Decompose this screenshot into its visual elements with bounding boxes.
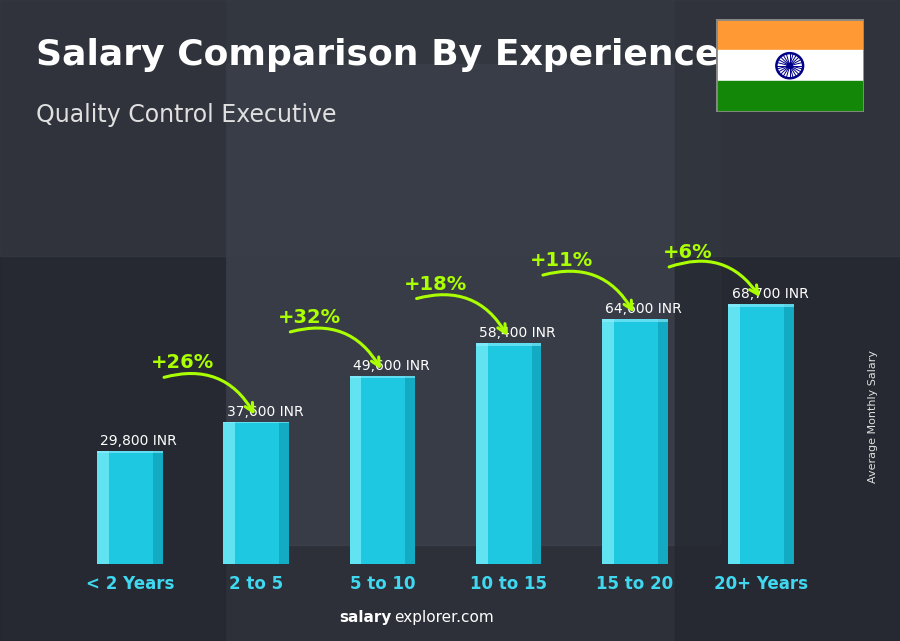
Bar — [728, 304, 794, 564]
Bar — [0, 0, 900, 256]
Bar — [532, 343, 542, 564]
Text: Quality Control Executive: Quality Control Executive — [36, 103, 337, 126]
Bar — [602, 319, 614, 564]
Text: salary: salary — [339, 610, 392, 625]
Bar — [716, 19, 864, 50]
Bar — [476, 343, 542, 345]
Text: +6%: +6% — [663, 243, 713, 262]
Bar — [405, 376, 415, 564]
Text: +11%: +11% — [530, 251, 593, 270]
Circle shape — [787, 63, 793, 68]
Bar — [784, 304, 794, 564]
Bar — [349, 376, 361, 564]
Text: +18%: +18% — [404, 274, 467, 294]
Bar — [97, 451, 163, 453]
Bar — [225, 64, 720, 545]
Bar — [349, 376, 415, 564]
Bar — [0, 0, 225, 641]
Bar — [728, 304, 794, 307]
Bar — [602, 319, 668, 322]
Text: 37,600 INR: 37,600 INR — [227, 404, 303, 419]
Bar — [223, 422, 235, 564]
Text: Salary Comparison By Experience: Salary Comparison By Experience — [36, 38, 719, 72]
Bar — [716, 81, 864, 112]
Bar — [97, 451, 163, 564]
Text: +32%: +32% — [277, 308, 341, 327]
Text: 64,600 INR: 64,600 INR — [606, 303, 682, 317]
Bar — [223, 422, 289, 564]
Text: 68,700 INR: 68,700 INR — [732, 287, 808, 301]
Text: +26%: +26% — [151, 353, 214, 372]
Bar — [279, 422, 289, 564]
Bar — [349, 376, 415, 378]
Text: explorer.com: explorer.com — [394, 610, 494, 625]
Text: 29,800 INR: 29,800 INR — [100, 434, 177, 448]
Text: Average Monthly Salary: Average Monthly Salary — [868, 350, 878, 483]
Bar — [602, 319, 668, 564]
Bar — [658, 319, 668, 564]
Bar — [716, 50, 864, 81]
Bar — [476, 343, 542, 564]
Text: 49,600 INR: 49,600 INR — [353, 359, 429, 373]
Bar — [223, 422, 289, 423]
Bar — [476, 343, 488, 564]
Bar — [675, 0, 900, 641]
Bar — [728, 304, 740, 564]
Bar — [153, 451, 163, 564]
Text: 58,400 INR: 58,400 INR — [479, 326, 555, 340]
Bar — [97, 451, 109, 564]
